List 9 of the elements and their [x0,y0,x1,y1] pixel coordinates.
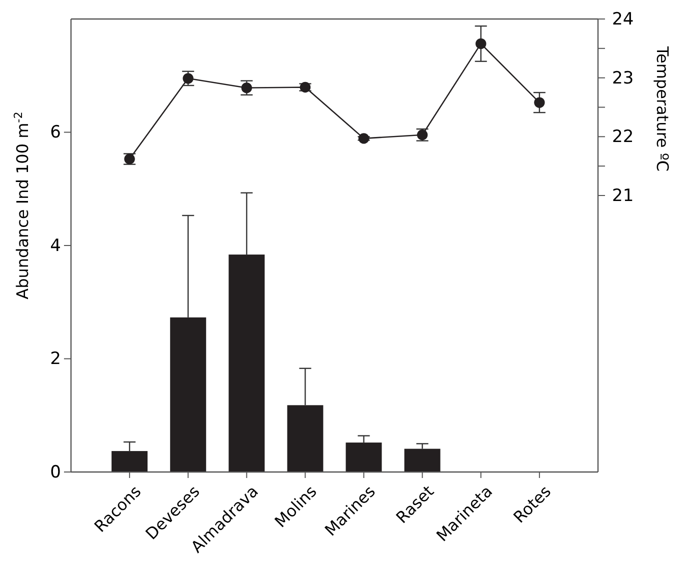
y2-tick-label: 22 [612,127,634,148]
y2-axis-title: Temperature ºC [653,45,672,172]
y2-tick-label: 21 [612,186,634,206]
y-tick-label: 4 [50,236,61,256]
y2-tick-label: 23 [612,68,634,88]
y2-tick-label: 24 [612,9,634,30]
y-tick-label: 2 [50,349,61,370]
y-tick-label: 0 [50,462,61,482]
y-tick-label: 6 [50,122,61,143]
